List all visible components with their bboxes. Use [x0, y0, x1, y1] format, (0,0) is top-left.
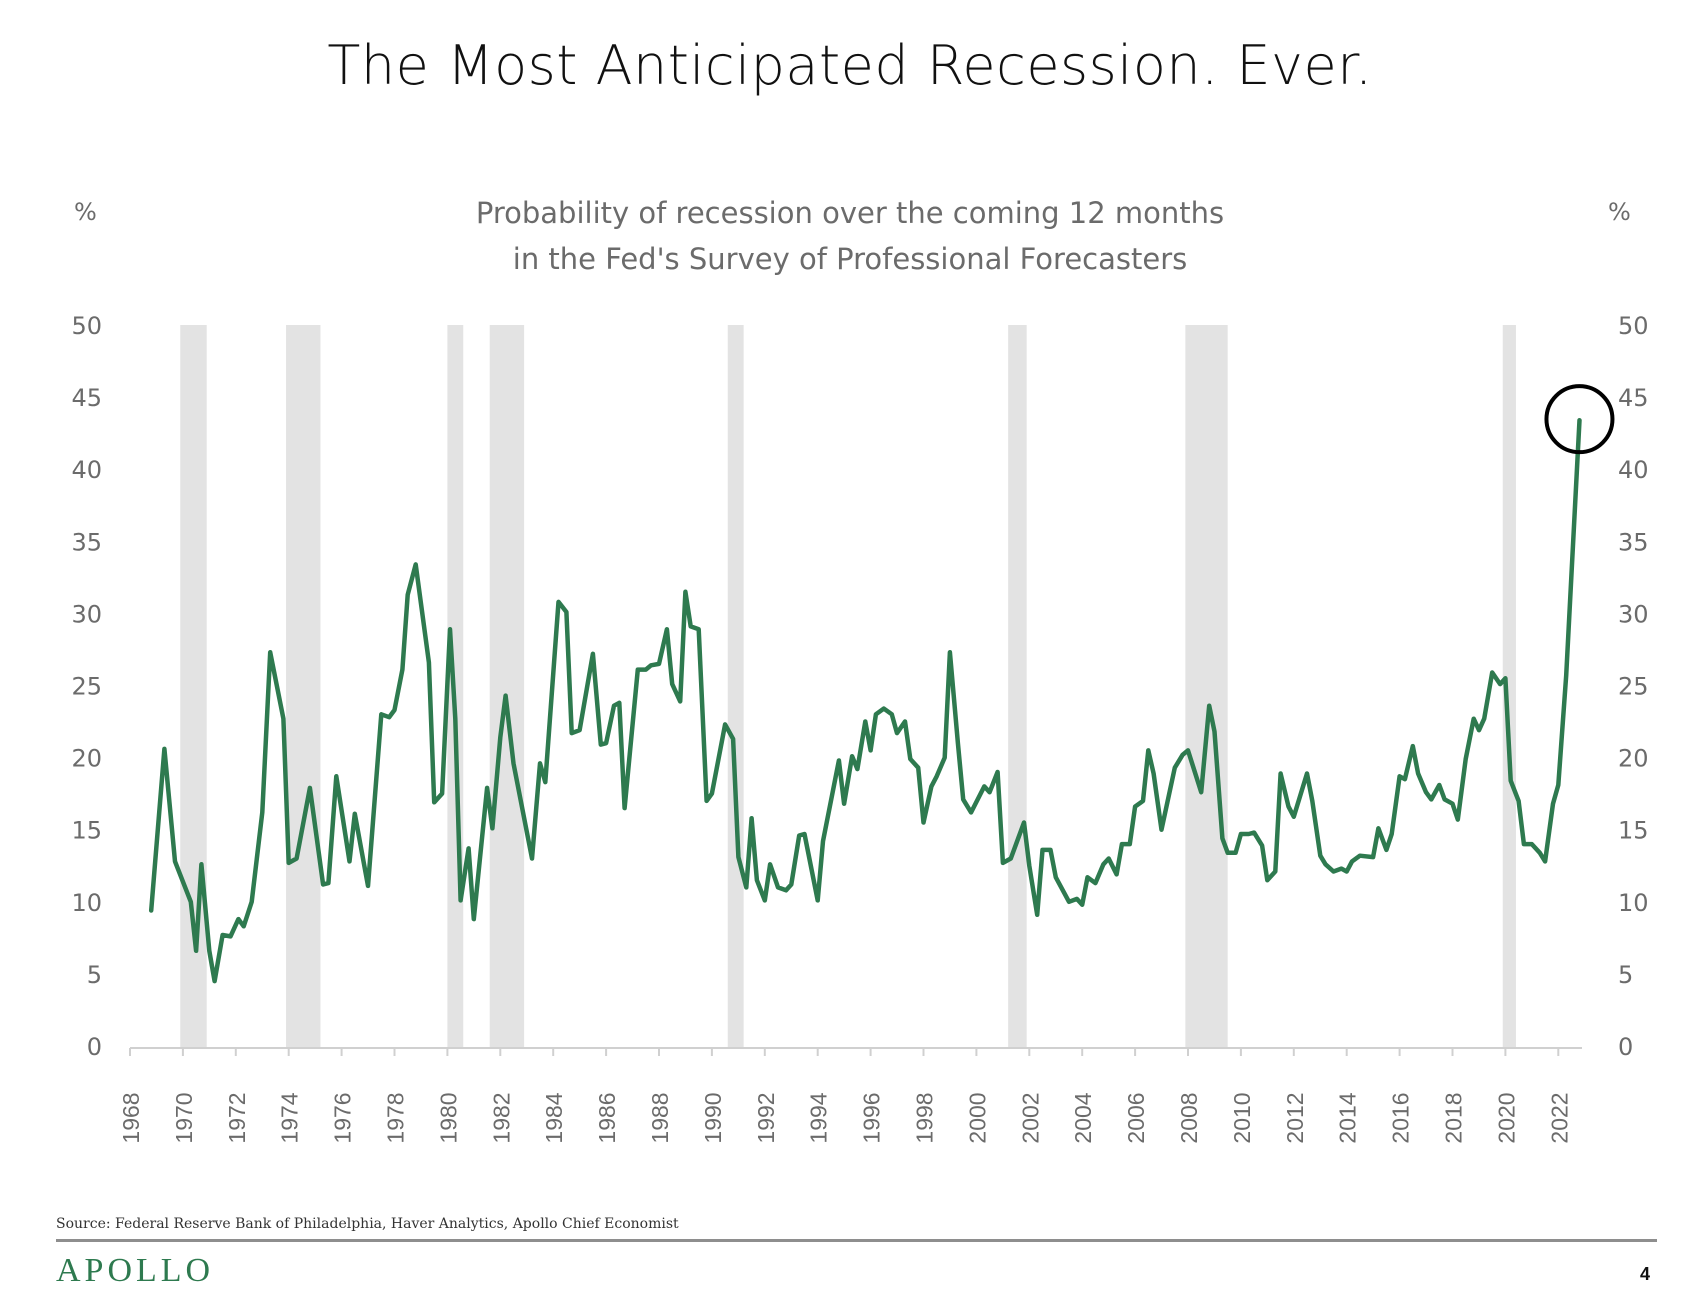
- page-number: 4: [1640, 1264, 1651, 1284]
- y-tick-label-right: 15: [1618, 817, 1649, 845]
- y-tick-label-left: 40: [71, 456, 102, 484]
- y-tick-label-right: 50: [1618, 312, 1649, 340]
- x-tick-label: 2016: [1388, 1092, 1414, 1143]
- x-tick-label: 2010: [1229, 1092, 1255, 1143]
- recession-band: [727, 325, 744, 1048]
- y-tick-label-right: 10: [1618, 889, 1649, 917]
- recession-bands: [180, 325, 1516, 1048]
- y-axis-right: 0 5 10 15 20 25 30 35 40 45 50: [1618, 312, 1649, 1061]
- chart-title-line-2: in the Fed's Survey of Professional Fore…: [512, 242, 1188, 276]
- footer-divider: [56, 1239, 1657, 1242]
- y-tick-label-right: 40: [1618, 456, 1649, 484]
- y-tick-label-right: 45: [1618, 384, 1649, 412]
- x-tick-label: 2020: [1493, 1092, 1519, 1143]
- x-tick-label: 2006: [1123, 1092, 1149, 1143]
- y-tick-label-left: 5: [87, 961, 102, 989]
- recession-band: [1008, 325, 1027, 1048]
- y-tick-label-left: 20: [71, 745, 102, 773]
- x-tick-label: 1986: [594, 1092, 620, 1143]
- y-tick-label-left: 0: [87, 1033, 102, 1061]
- x-tick-label: 2000: [964, 1092, 990, 1143]
- y-axis-left: 0 5 10 15 20 25 30 35 40 45 50: [71, 312, 102, 1061]
- annotation-layer: [1544, 384, 1615, 455]
- x-tick-label: 1974: [277, 1092, 303, 1143]
- y-tick-label-left: 45: [71, 384, 102, 412]
- x-tick-label: 1988: [647, 1092, 673, 1143]
- x-tick-label: 1970: [171, 1092, 197, 1143]
- x-tick-label: 2012: [1282, 1092, 1308, 1143]
- y-tick-label-left: 15: [71, 817, 102, 845]
- y-tick-label-left: 50: [71, 312, 102, 340]
- x-tick-label: 1984: [541, 1092, 567, 1143]
- y-tick-label-right: 25: [1618, 673, 1649, 701]
- y-tick-label-right: 35: [1618, 528, 1649, 556]
- y-tick-label-left: 30: [71, 600, 102, 628]
- x-tick-label: 1994: [806, 1092, 832, 1143]
- x-tick-label: 1982: [488, 1092, 514, 1143]
- x-tick-label: 2002: [1017, 1092, 1043, 1143]
- x-tick-label: 1978: [383, 1092, 409, 1143]
- x-tick-label: 2014: [1335, 1092, 1361, 1143]
- recession-band: [489, 325, 525, 1048]
- y-tick-label-right: 30: [1618, 600, 1649, 628]
- x-tick-label: 1972: [224, 1092, 250, 1143]
- x-tick-label: 2008: [1176, 1092, 1202, 1143]
- y-tick-label-right: 5: [1618, 961, 1633, 989]
- x-tick-label: 1998: [912, 1092, 938, 1143]
- source-note: Source: Federal Reserve Bank of Philadel…: [56, 1216, 679, 1232]
- apollo-logo: APOLLO: [56, 1252, 215, 1289]
- x-tick-label: 1996: [859, 1092, 885, 1143]
- recession-probability-chart: 1968 1970 1972 1974 1976 1978 1980 1982 1984 1986…: [71, 312, 1649, 1144]
- x-tick-label: 1990: [700, 1092, 726, 1143]
- x-tick-label: 2022: [1546, 1092, 1572, 1143]
- x-tick-label: 1968: [118, 1092, 144, 1143]
- x-tick-label: 2004: [1070, 1092, 1096, 1143]
- y-tick-label-right: 20: [1618, 745, 1649, 773]
- chart-title: Probability of recession over the coming…: [0, 190, 1700, 282]
- x-tick-label: 1976: [330, 1092, 356, 1143]
- recession-band: [286, 325, 321, 1048]
- recession-band: [1185, 325, 1228, 1048]
- chart-title-line-1: Probability of recession over the coming…: [475, 196, 1225, 230]
- y-axis-right-unit: %: [1608, 198, 1631, 226]
- series-line: [148, 417, 1582, 984]
- slide-title: The Most Anticipated Recession. Ever.: [327, 34, 1373, 97]
- x-axis: 1968 1970 1972 1974 1976 1978 1980 1982 1984 1986…: [118, 1047, 1582, 1144]
- recession-band: [1502, 325, 1516, 1048]
- y-tick-label-left: 10: [71, 889, 102, 917]
- y-tick-label-right: 0: [1618, 1033, 1633, 1061]
- y-tick-label-left: 25: [71, 673, 102, 701]
- x-tick-label: 2018: [1441, 1092, 1467, 1143]
- y-axis-left-unit: %: [74, 198, 97, 226]
- series-layer: [148, 417, 1582, 984]
- y-tick-label-left: 35: [71, 528, 102, 556]
- highlight-circle: [1544, 384, 1615, 455]
- x-tick-label: 1992: [753, 1092, 779, 1143]
- x-tick-label: 1980: [435, 1092, 461, 1143]
